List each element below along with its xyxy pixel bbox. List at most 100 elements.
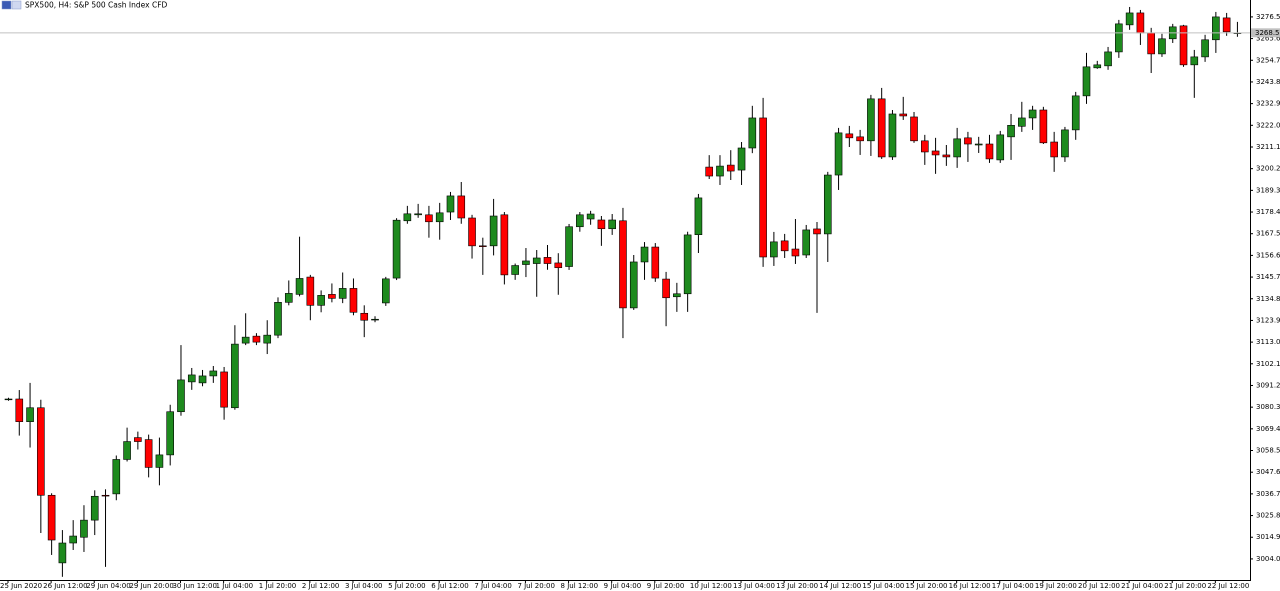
- x-tick-label: 1 Jul 20:00: [259, 582, 297, 590]
- y-tick-label: 3123.9: [1256, 316, 1280, 324]
- candle-body: [263, 334, 272, 344]
- x-tick-label: 16 Jul 12:00: [949, 582, 991, 590]
- candle-body: [726, 164, 735, 172]
- y-tick-label: 3200.2: [1256, 165, 1280, 173]
- y-tick-label: 3222.0: [1256, 121, 1280, 129]
- candle-body: [37, 407, 45, 496]
- candle-body: [328, 294, 336, 299]
- x-tick-label: 10 Jul 12:00: [690, 582, 732, 590]
- y-tick-label: 3232.9: [1256, 100, 1280, 108]
- last-price-label: 3268.5: [1255, 29, 1280, 37]
- candle-body: [576, 214, 584, 228]
- x-tick-label: 3 Jul 04:00: [345, 582, 383, 590]
- candle-body: [392, 219, 401, 279]
- candle-body: [1104, 51, 1112, 67]
- candle-body: [856, 136, 864, 142]
- candle-body: [1212, 16, 1220, 41]
- candle-body: [565, 226, 573, 267]
- candle-body: [1190, 56, 1199, 66]
- candle-body: [435, 212, 444, 223]
- candle-body: [26, 407, 34, 422]
- y-tick-label: 3276.5: [1256, 13, 1280, 21]
- candle-body: [58, 542, 67, 564]
- x-tick-label: 29 Jun 04:00: [86, 582, 130, 590]
- chart-title: SPX500, H4: S&P 500 Cash Index CFD: [25, 1, 168, 10]
- x-tick-label: 29 Jun 20:00: [129, 582, 173, 590]
- candle-body: [1147, 32, 1155, 55]
- y-tick-label: 3167.5: [1256, 230, 1280, 238]
- candle-body: [425, 214, 433, 223]
- candle-body: [522, 260, 530, 265]
- candle-body: [414, 213, 422, 216]
- candle-body: [640, 246, 649, 263]
- candle-body: [284, 293, 293, 303]
- x-tick-label: 26 Jun 12:00: [43, 582, 87, 590]
- candle-body: [468, 217, 476, 247]
- x-tick-label: 6 Jul 12:00: [431, 582, 469, 590]
- candle-body: [479, 245, 487, 247]
- y-tick-label: 3091.2: [1256, 381, 1280, 389]
- candle-body: [15, 398, 24, 422]
- symbol-icon: [1, 0, 12, 10]
- candle-body: [651, 246, 660, 279]
- candle-body: [274, 302, 282, 336]
- x-tick-label: 1 Jul 04:00: [216, 582, 254, 590]
- candle-body: [1039, 109, 1048, 144]
- candle-body: [446, 195, 455, 213]
- candle-body: [47, 494, 56, 541]
- x-tick-label: 8 Jul 12:00: [561, 582, 599, 590]
- candle-body: [101, 494, 110, 497]
- x-tick-label: 9 Jul 04:00: [604, 582, 642, 590]
- candle-body: [1061, 129, 1069, 158]
- y-tick-label: 3113.0: [1256, 338, 1280, 346]
- symbol-icon: [11, 0, 22, 10]
- candle-body: [198, 375, 207, 384]
- candle-body: [317, 295, 325, 306]
- y-tick-label: 3211.1: [1256, 143, 1280, 151]
- x-tick-label: 7 Jul 20:00: [517, 582, 555, 590]
- candle-body: [241, 336, 250, 344]
- candle-body: [69, 535, 77, 544]
- candle-body: [619, 220, 627, 309]
- y-tick-label: 3265.6: [1256, 35, 1280, 43]
- candle-body: [780, 240, 789, 252]
- candle-body: [770, 241, 778, 258]
- candle-body: [80, 519, 88, 538]
- candle-body: [457, 195, 466, 219]
- candle-body: [953, 138, 961, 158]
- candle-body: [231, 343, 239, 409]
- y-tick-label: 3145.7: [1256, 273, 1280, 281]
- candle-body: [134, 437, 142, 442]
- x-tick-label: 7 Jul 04:00: [474, 582, 512, 590]
- candle-body: [1201, 39, 1209, 58]
- candle-body: [252, 335, 261, 343]
- x-tick-label: 15 Jul 04:00: [862, 582, 904, 590]
- candle-body: [662, 278, 670, 299]
- y-tick-label: 3189.3: [1256, 186, 1280, 194]
- candle-body: [349, 288, 358, 313]
- candle-body: [295, 278, 304, 295]
- y-tick-label: 3178.4: [1256, 208, 1280, 216]
- candle-body: [4, 398, 13, 401]
- candle-body: [791, 248, 800, 257]
- candle-body: [996, 134, 1005, 161]
- candle-body: [802, 229, 811, 256]
- y-tick-label: 3134.8: [1256, 295, 1280, 303]
- candle-body: [964, 137, 972, 145]
- x-tick-label: 30 Jun 12:00: [172, 582, 216, 590]
- y-tick-label: 3080.3: [1256, 403, 1280, 411]
- candle-body: [899, 113, 908, 117]
- candle-body: [532, 257, 541, 264]
- candle-body: [187, 374, 196, 383]
- candle-body: [748, 117, 757, 149]
- x-tick-label: 5 Jul 20:00: [388, 582, 426, 590]
- x-tick-label: 14 Jul 12:00: [819, 582, 861, 590]
- x-tick-label: 17 Jul 04:00: [992, 582, 1034, 590]
- candle-body: [123, 441, 131, 460]
- y-tick-label: 3025.8: [1256, 512, 1280, 520]
- candle-body: [823, 174, 832, 235]
- candle-body: [1007, 125, 1015, 138]
- x-tick-label: 20 Jul 12:00: [1078, 582, 1120, 590]
- candle-body: [942, 154, 951, 158]
- candle-body: [511, 265, 519, 275]
